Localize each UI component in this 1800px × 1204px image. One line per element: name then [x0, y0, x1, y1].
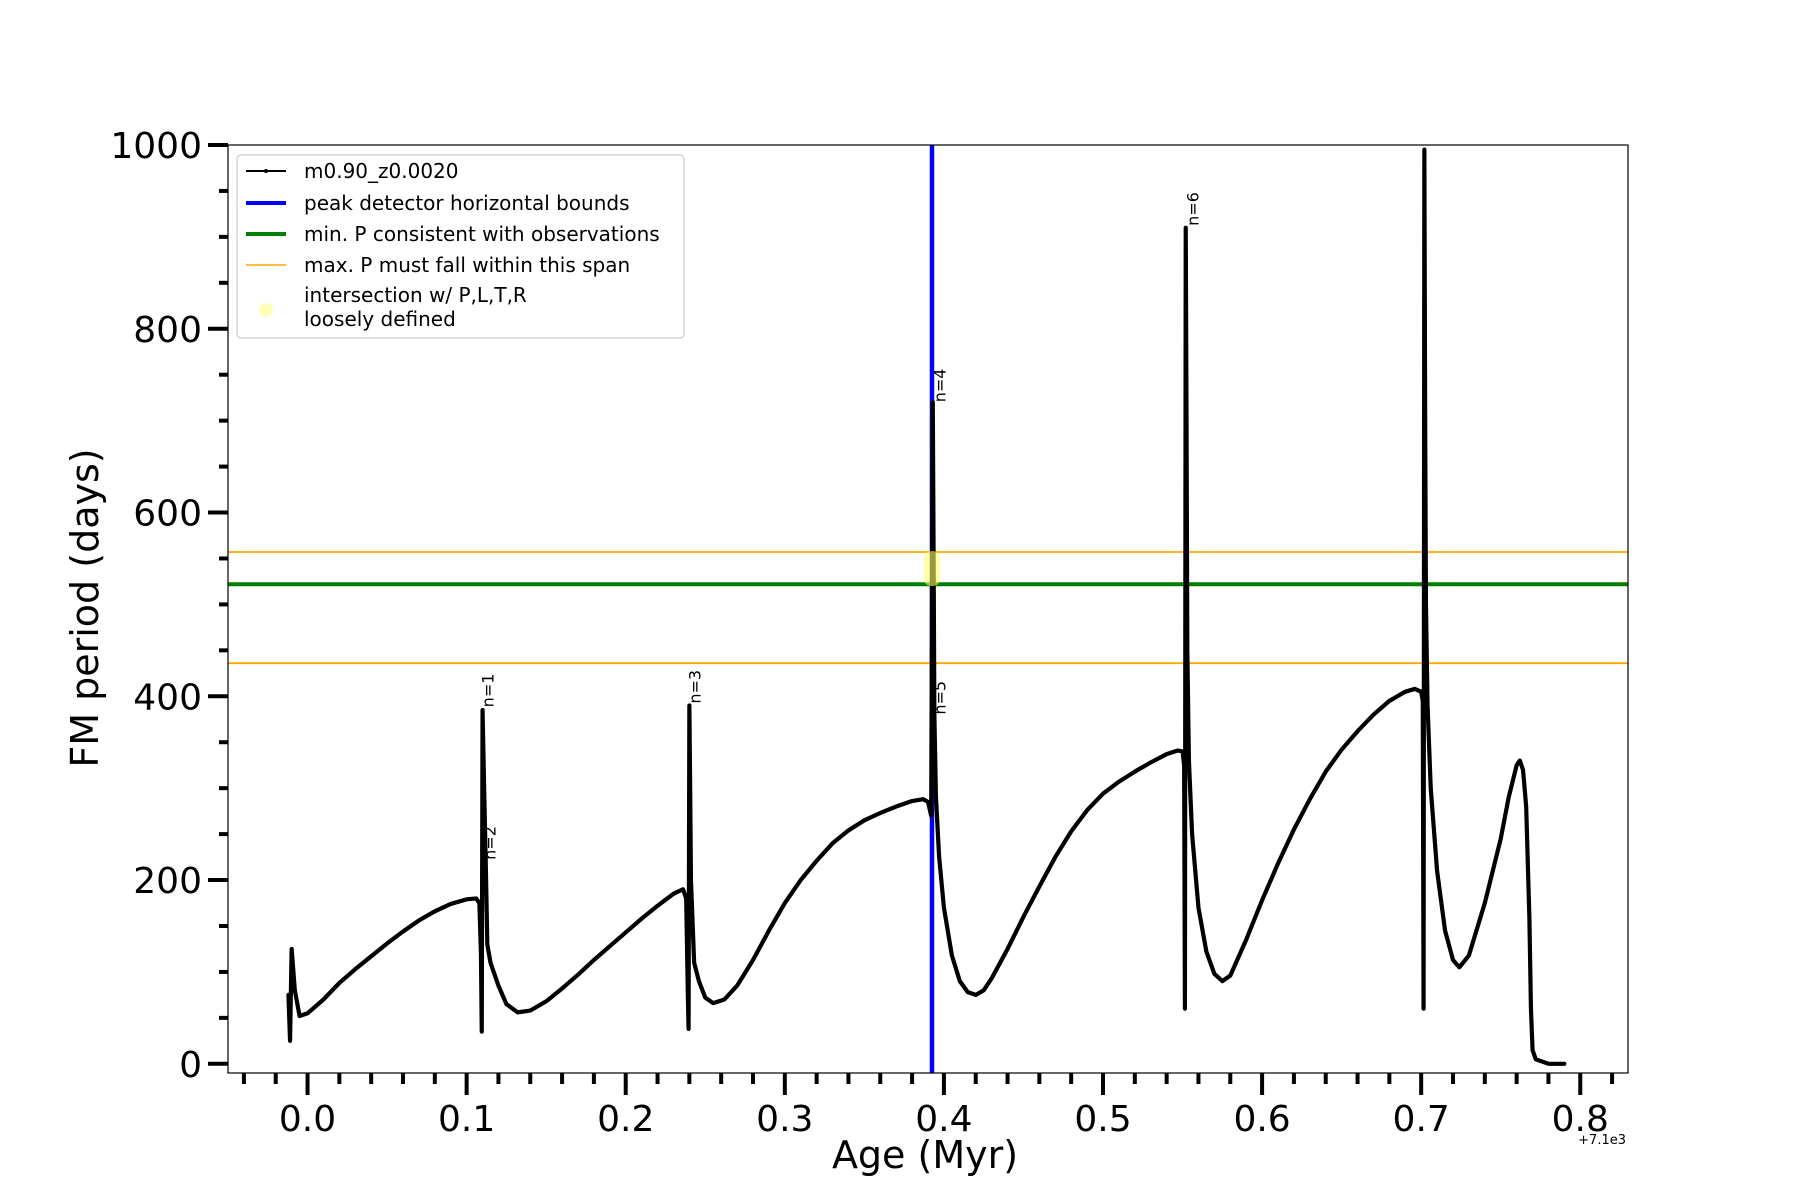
- legend-label-series: m0.90_z0.0020: [304, 159, 459, 183]
- y-tick-label: 800: [133, 310, 202, 351]
- legend-label-intersection-line-1: intersection w/ P,L,T,R: [304, 283, 527, 307]
- plot-frame: [227, 144, 1629, 1074]
- y-tick-label: 1000: [110, 126, 202, 167]
- annotation-n1: n=1: [479, 674, 498, 708]
- x-tick-label: 0.6: [1233, 1099, 1290, 1140]
- annotation-n2: n=2: [480, 826, 499, 860]
- series-line: [286, 147, 1567, 1066]
- y-tick-label: 600: [133, 494, 202, 535]
- plot-inner: [228, 145, 1628, 1073]
- legend-label-peak-bounds: peak detector horizontal bounds: [304, 191, 630, 215]
- x-tick-label: 0.7: [1393, 1099, 1450, 1140]
- annotation-n5: n=5: [931, 681, 950, 715]
- annotation-n4: n=4: [931, 369, 950, 403]
- legend-swatch-series-marker: [264, 169, 268, 173]
- x-axis-label: Age (Myr): [832, 1133, 1018, 1177]
- y-axis-label: FM period (days): [63, 448, 107, 767]
- y-tick-label: 400: [133, 677, 202, 718]
- annotation-n3: n=3: [686, 670, 705, 704]
- y-tick-label: 200: [133, 861, 202, 902]
- x-tick-label: 0.2: [597, 1099, 654, 1140]
- x-tick-label: 0.1: [438, 1099, 495, 1140]
- x-tick-label: 0.3: [756, 1099, 813, 1140]
- x-tick-label: 0.5: [1074, 1099, 1131, 1140]
- legend: m0.90_z0.0020 peak detector horizontal b…: [236, 154, 685, 339]
- y-tick-label: 0: [179, 1045, 202, 1086]
- legend-label-max-p: max. P must fall within this span: [304, 253, 630, 277]
- legend-swatch-intersection: [259, 303, 273, 317]
- x-tick-label: 0.4: [915, 1099, 972, 1140]
- axes-layer: 0 200 400 600 800 1000 0.0 0.1 0.2 0.3 0.4 0.5 0.6 0.…: [110, 126, 1629, 1140]
- legend-label-min-p: min. P consistent with observations: [304, 222, 660, 246]
- legend-label-intersection-line-2: loosely defined: [304, 307, 456, 331]
- legend-box: [236, 154, 685, 339]
- annotation-n6: n=6: [1184, 192, 1203, 226]
- x-axis-offset-label: +7.1e3: [1578, 1133, 1626, 1148]
- x-tick-label: 0.8: [1552, 1099, 1609, 1140]
- x-tick-label: 0.0: [279, 1099, 336, 1140]
- plot-layer: n=1 n=2 n=3 n=4 n=5 n=6: [228, 145, 1628, 1073]
- intersection-highlight: [923, 551, 940, 587]
